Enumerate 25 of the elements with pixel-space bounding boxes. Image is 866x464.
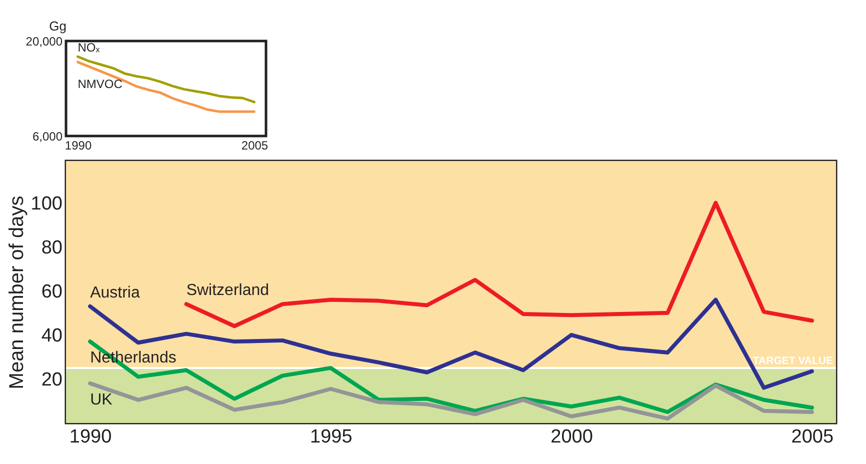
series-label: UK bbox=[90, 391, 113, 408]
y-tick-label: 60 bbox=[41, 281, 62, 302]
series-label: Austria bbox=[90, 284, 140, 302]
series-label: NMVOC bbox=[78, 77, 123, 92]
y-tick-label: 80 bbox=[41, 237, 62, 258]
line-series bbox=[184, 200, 814, 328]
series-label: NOₓ bbox=[78, 40, 100, 55]
y-tick-label: 20,000 bbox=[26, 34, 63, 48]
y-tick-label: 40 bbox=[41, 325, 62, 346]
x-tick-label: 1990 bbox=[64, 138, 92, 152]
series-label: Switzerland bbox=[186, 282, 270, 300]
x-tick-label: 1995 bbox=[310, 426, 352, 448]
y-tick-label: 6,000 bbox=[32, 130, 63, 144]
line-series bbox=[88, 381, 814, 421]
y-axis-title: Gg bbox=[49, 18, 66, 34]
line-series bbox=[76, 55, 256, 104]
x-tick-label: 2005 bbox=[791, 426, 834, 448]
line-series bbox=[76, 60, 256, 113]
ref-line-label: TARGET VALUE bbox=[752, 354, 833, 367]
x-tick-label: 2005 bbox=[241, 138, 268, 152]
y-axis-title: Mean number of days bbox=[6, 196, 28, 390]
y-tick-label: 20 bbox=[41, 369, 62, 390]
x-tick-label: 1990 bbox=[69, 426, 112, 448]
y-tick-label: 100 bbox=[30, 193, 62, 214]
x-tick-label: 2000 bbox=[550, 426, 593, 448]
